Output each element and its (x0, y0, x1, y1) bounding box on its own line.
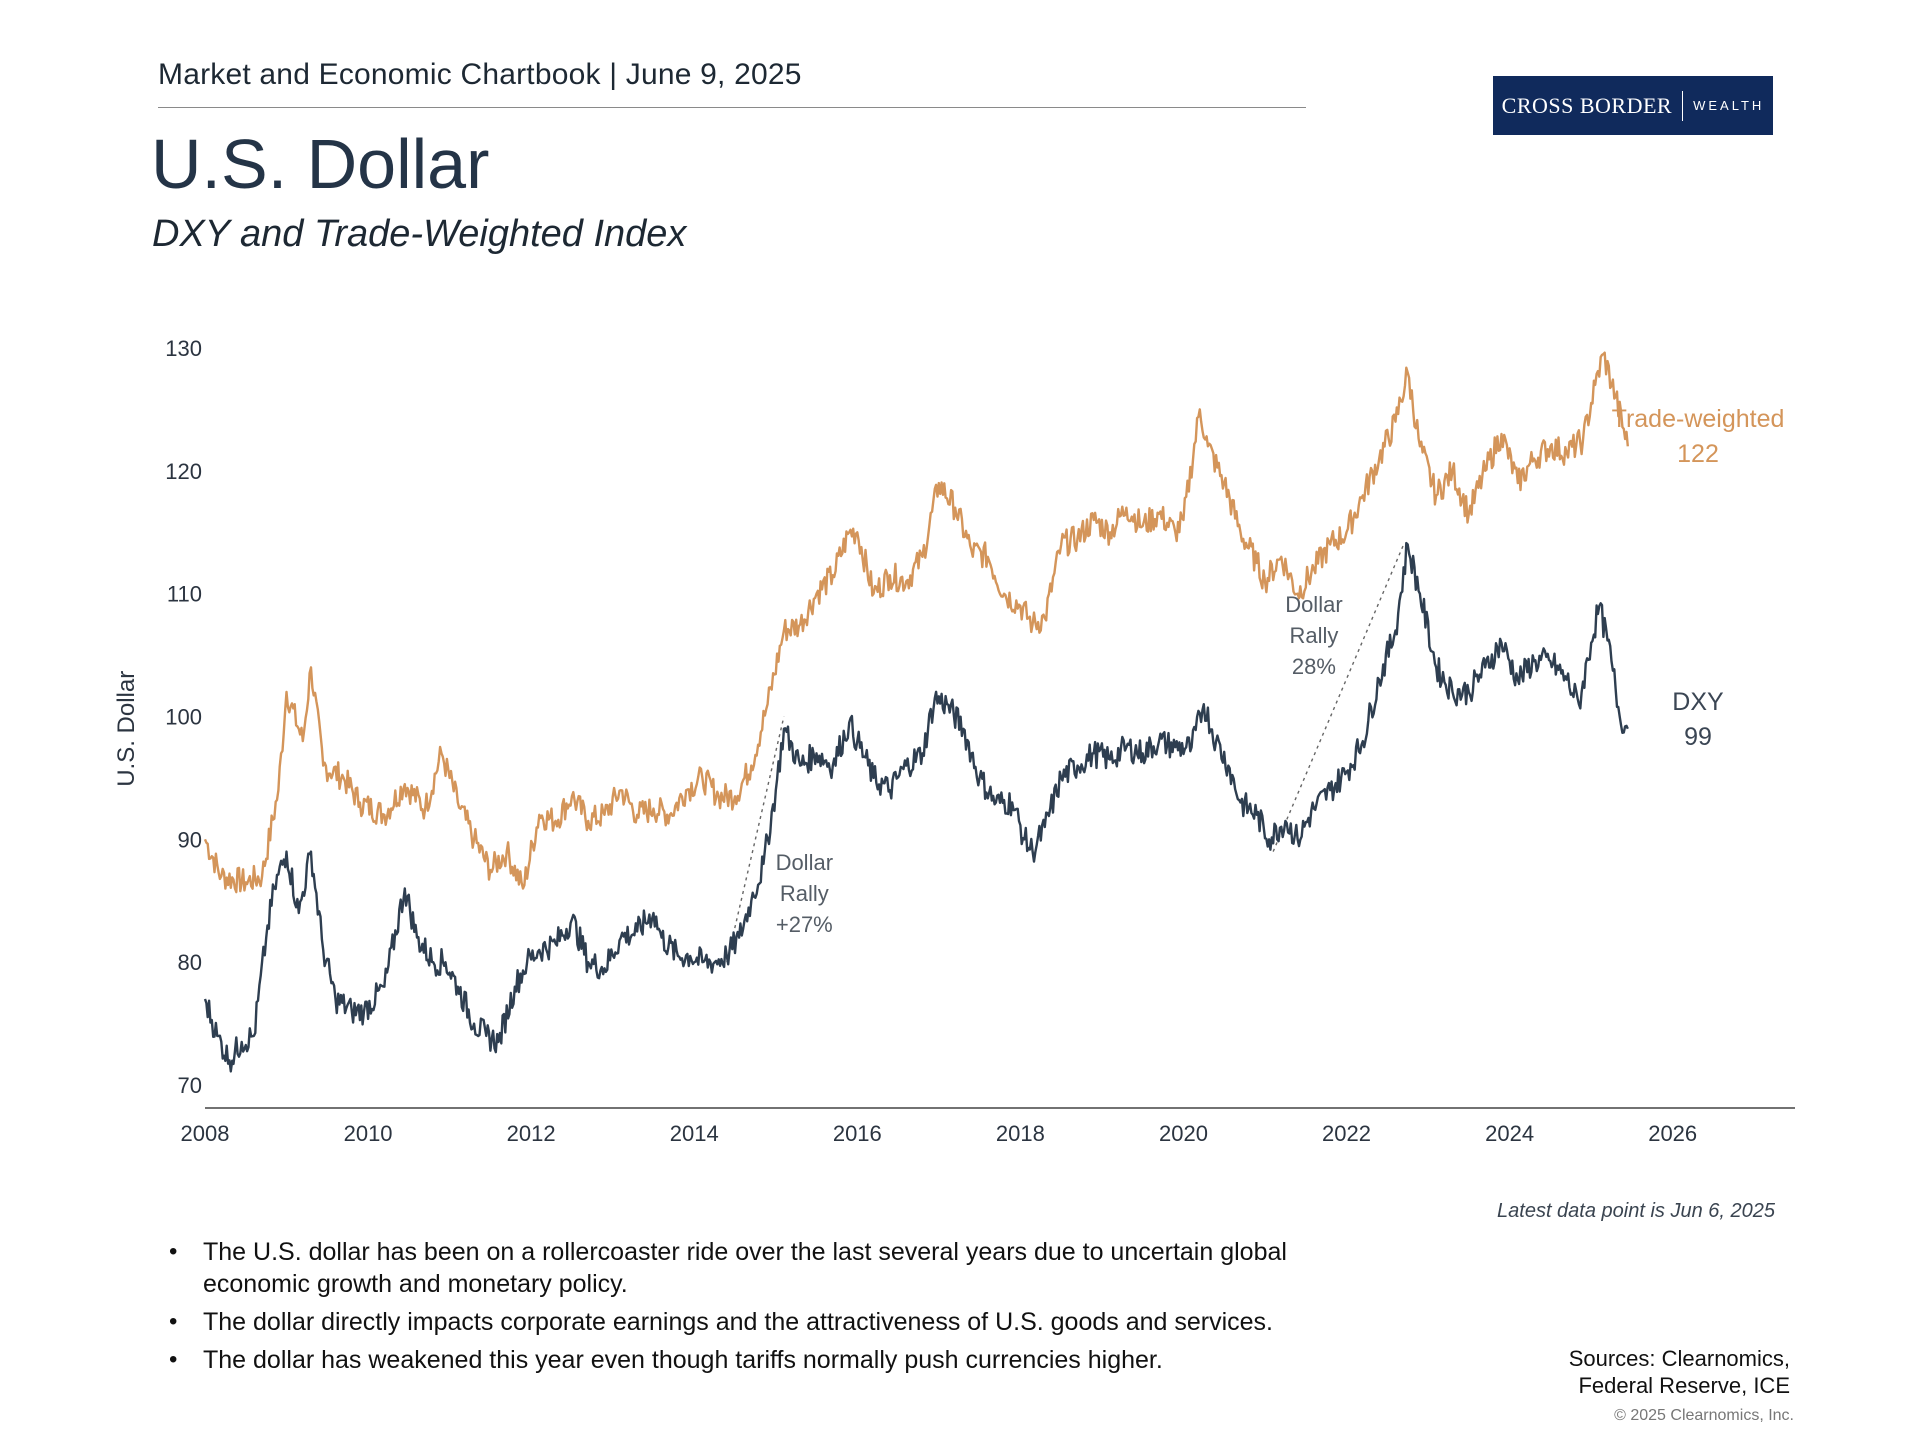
series-end-value: 122 (1677, 440, 1719, 468)
y-tick-label: 110 (167, 582, 202, 607)
y-tick-label: 100 (165, 705, 202, 730)
chartbook-header: Market and Economic Chartbook | June 9, … (158, 58, 802, 91)
rally-annotation: Rally (780, 881, 829, 906)
x-tick-label: 2022 (1322, 1121, 1371, 1146)
rally-dotted-line (726, 716, 785, 963)
y-tick-label: 70 (178, 1073, 202, 1098)
page-title: U.S. Dollar (151, 125, 490, 203)
rally-annotation: Dollar (1285, 592, 1342, 617)
x-tick-label: 2024 (1485, 1121, 1534, 1146)
sources-line-2: Federal Reserve, ICE (1578, 1373, 1790, 1398)
y-tick-label: 90 (178, 827, 202, 852)
series-end-label: Trade-weighted (1612, 405, 1785, 433)
key-point: The dollar directly impacts corporate ea… (165, 1306, 1305, 1338)
x-tick-label: 2018 (996, 1121, 1045, 1146)
copyright: © 2025 Clearnomics, Inc. (1614, 1407, 1794, 1424)
logo-brand: CROSS BORDER (1501, 92, 1673, 118)
y-axis-label: U.S. Dollar (113, 671, 140, 787)
series-line-trade-weighted (203, 351, 1629, 894)
y-tick-label: 120 (165, 459, 202, 484)
y-tick-label: 80 (178, 950, 202, 975)
rally-annotation: Rally (1289, 623, 1338, 648)
key-point: The U.S. dollar has been on a rollercoas… (165, 1236, 1305, 1300)
logo-sub: WEALTH (1693, 98, 1765, 113)
x-tick-label: 2026 (1648, 1121, 1697, 1146)
logo-separator (1682, 90, 1684, 121)
series-end-value: 99 (1684, 723, 1712, 751)
x-tick-label: 2020 (1159, 1121, 1208, 1146)
series-end-label: DXY (1672, 688, 1724, 716)
header-divider (158, 107, 1306, 108)
rally-annotation: +27% (776, 912, 833, 937)
page-subtitle: DXY and Trade-Weighted Index (152, 213, 687, 255)
sources: Sources: Clearnomics, Federal Reserve, I… (1569, 1345, 1790, 1399)
latest-data-note: Latest data point is Jun 6, 2025 (1497, 1200, 1775, 1222)
series-line-dxy (203, 541, 1629, 1073)
rally-annotation: Dollar (776, 850, 833, 875)
key-point: The dollar has weakened this year even t… (165, 1344, 1305, 1376)
company-logo: CROSS BORDER WEALTH (1493, 76, 1773, 135)
sources-line-1: Sources: Clearnomics, (1568, 1346, 1790, 1371)
x-tick-label: 2016 (833, 1121, 882, 1146)
x-tick-label: 2012 (507, 1121, 556, 1146)
y-tick-label: 130 (165, 336, 202, 361)
key-points-list: The U.S. dollar has been on a rollercoas… (165, 1236, 1305, 1382)
x-tick-label: 2010 (344, 1121, 393, 1146)
x-tick-label: 2008 (181, 1121, 230, 1146)
rally-annotation: 28% (1292, 654, 1336, 679)
x-tick-label: 2014 (670, 1121, 719, 1146)
